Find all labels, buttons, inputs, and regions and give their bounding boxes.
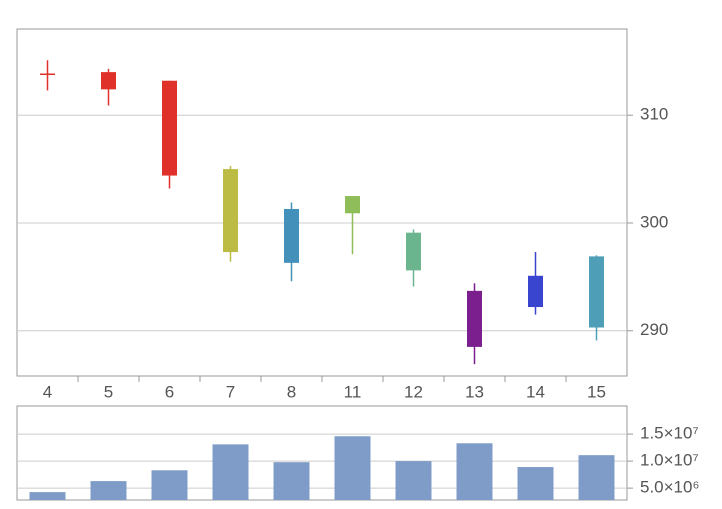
body [589,256,604,328]
y-tick-label: 300 [640,212,668,231]
x-tick-label: 8 [287,382,296,401]
body [284,208,299,263]
body [467,290,482,347]
body [406,232,421,271]
volume-bar [395,461,432,500]
y-tick-label: 5.0×10⁶ [640,478,699,497]
volume-bar [212,444,249,500]
volume-bar [517,467,554,500]
y-tick-label: 290 [640,320,668,339]
volume-bar [29,492,66,500]
body [528,275,543,308]
x-tick-label: 4 [43,382,52,401]
x-tick-label: 15 [587,382,606,401]
volume-bar [273,462,310,500]
body [101,72,116,90]
y-tick-label: 310 [640,105,668,124]
x-tick-label: 14 [526,382,545,401]
y-tick-label: 1.5×10⁷ [640,424,699,443]
y-tick-label: 1.0×10⁷ [640,451,699,470]
volume-frame [16,405,628,501]
body [162,80,177,176]
volume-bar [578,455,615,500]
body [345,196,360,214]
volume-bar [151,470,188,500]
x-tick-label: 5 [104,382,113,401]
x-tick-label: 12 [404,382,423,401]
x-tick-label: 7 [226,382,235,401]
x-tick-label: 6 [165,382,174,401]
x-tick-label: 11 [344,382,362,401]
volume-bar [334,436,371,500]
x-tick-label: 13 [465,382,484,401]
body [223,169,238,253]
volume-bar [90,481,127,500]
volume-bar [456,443,493,500]
